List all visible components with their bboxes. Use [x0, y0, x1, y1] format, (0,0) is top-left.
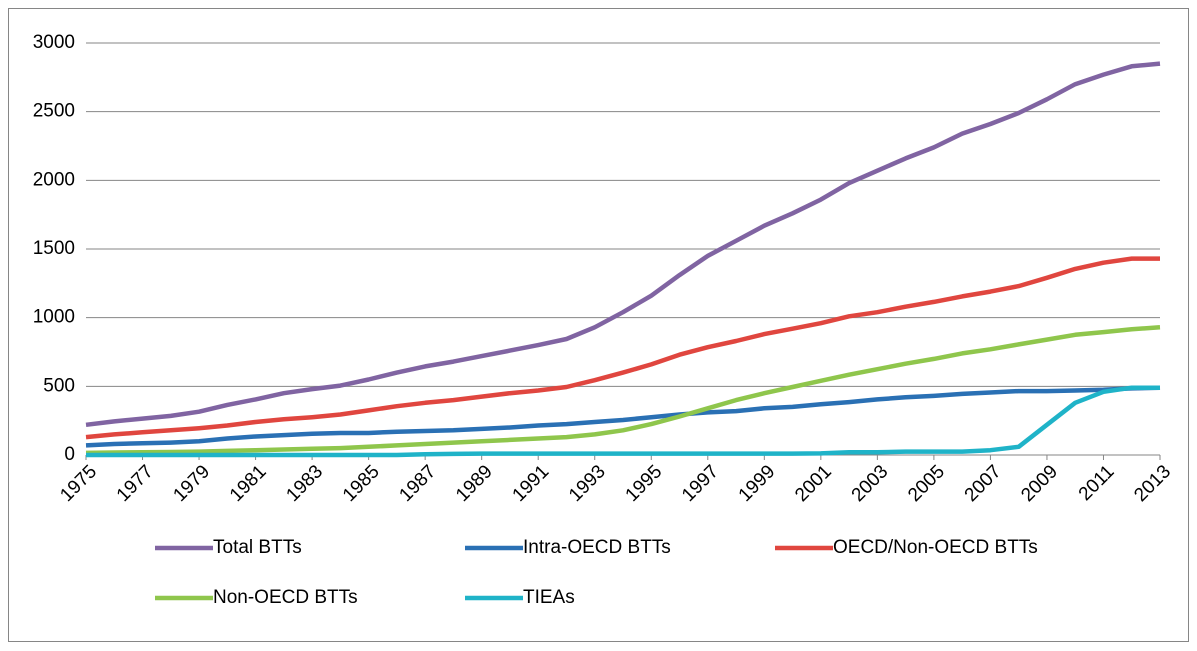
y-tick-label: 1500	[33, 238, 75, 259]
legend-label: Total BTTs	[213, 537, 302, 558]
y-tick-label: 500	[43, 375, 75, 396]
line-series	[85, 256, 1160, 440]
line-series	[85, 325, 1161, 456]
line-series	[85, 385, 1161, 448]
y-tick-label: 3000	[33, 32, 75, 53]
legend-label: Intra-OECD BTTs	[523, 537, 671, 558]
y-tick-label: 2500	[33, 101, 75, 122]
legend-label: OECD/Non-OECD BTTs	[833, 537, 1038, 558]
y-tick-label: 2000	[33, 169, 75, 190]
line-series	[86, 385, 1160, 458]
line-series	[85, 61, 1161, 428]
y-tick-label: 0	[64, 444, 75, 465]
y-tick-label: 1000	[33, 307, 75, 328]
legend-label: TIEAs	[523, 587, 575, 608]
legend-label: Non-OECD BTTs	[213, 587, 358, 608]
